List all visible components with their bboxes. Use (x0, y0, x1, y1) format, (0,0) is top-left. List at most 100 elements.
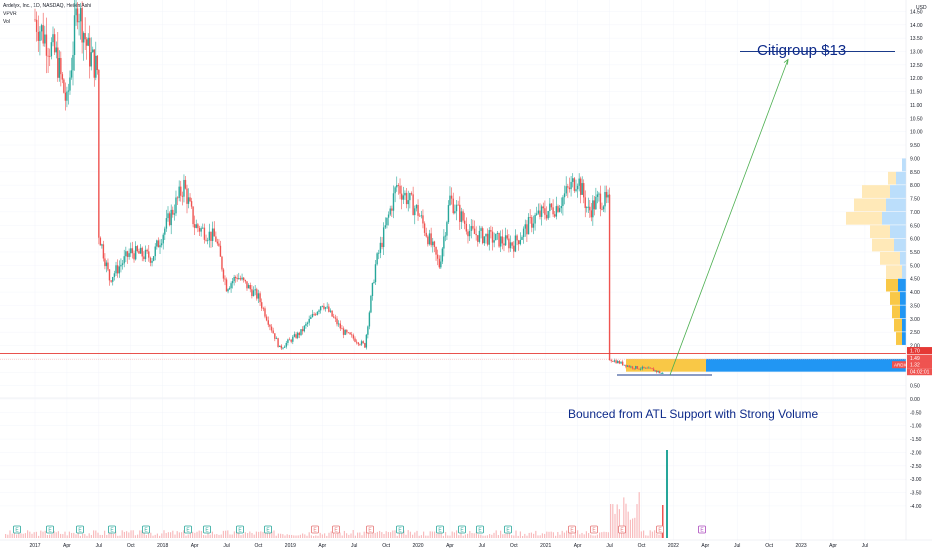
candle-body (562, 197, 564, 207)
volume-bar (368, 531, 370, 538)
candle-body (76, 8, 79, 23)
candle-body (460, 211, 463, 222)
candle-body (433, 241, 436, 247)
candle-body (176, 197, 179, 199)
volume-bar (546, 531, 548, 538)
y-tick-label: 4.50 (910, 277, 920, 283)
y-tick-label: -4.00 (910, 504, 922, 510)
price-candles (34, 0, 664, 374)
grid (0, 0, 906, 540)
support-annotation[interactable]: Bounced from ATL Support with Strong Vol… (568, 407, 818, 421)
volume-bar (352, 530, 354, 538)
volume-bar (75, 534, 77, 538)
candle-body (592, 200, 594, 218)
volume-bar (607, 532, 609, 538)
volume-bar (482, 535, 484, 538)
candle-body (238, 278, 240, 280)
candle-body (279, 345, 281, 347)
indicator-volume-label[interactable]: Vol (3, 19, 10, 25)
candle-body (85, 39, 88, 46)
volume-bar (321, 534, 323, 538)
x-tick-label: Jul (479, 543, 485, 549)
candle-body (386, 217, 388, 226)
candle-body (447, 205, 450, 223)
volume-bar (280, 533, 282, 538)
earnings-event-marker (76, 525, 84, 534)
vp-bar-up (706, 358, 906, 372)
candle-body (184, 179, 187, 189)
volume-bar (185, 535, 187, 538)
vp-bar-down (896, 332, 902, 345)
candle-body (491, 231, 494, 243)
candle-body (384, 225, 387, 228)
candle-body (584, 197, 586, 209)
symbol-badge (892, 361, 906, 369)
candle-body (95, 55, 97, 78)
candle-body (239, 278, 242, 280)
volume-bar (416, 530, 418, 538)
candle-body (463, 220, 466, 224)
candle-body (579, 178, 582, 195)
x-tick-label: Oct (510, 543, 518, 549)
candle-body (139, 247, 142, 254)
candle-body (108, 269, 111, 281)
vp-bar-down (880, 251, 900, 265)
earnings-event-label: E (570, 528, 574, 534)
candle-body (404, 192, 406, 196)
candle-body (193, 224, 196, 228)
candle-body (69, 77, 71, 91)
y-tick-label: 9.00 (910, 156, 920, 162)
target-annotation[interactable]: Citigroup $13 (757, 42, 846, 59)
price-badge-value: 1.70 (910, 348, 920, 354)
candle-body (211, 228, 214, 241)
volume-bar (524, 533, 526, 538)
y-tick-label: 3.00 (910, 317, 920, 323)
candle-body (231, 281, 234, 284)
y-tick-label: 11.00 (910, 103, 922, 109)
candle-body (256, 289, 258, 299)
indicator-vpvr-label[interactable]: VPVR (3, 11, 17, 17)
volume-bar (557, 532, 559, 538)
volume-bar (53, 530, 55, 538)
candle-body (662, 373, 664, 374)
candle-body (620, 361, 622, 364)
y-tick-label: 7.00 (910, 210, 920, 216)
volume-bar (40, 530, 42, 538)
symbol-header[interactable]: Ardelyx, Inc., 1D, NASDAQ, Heikin Ashi (3, 3, 92, 9)
candle-body (89, 37, 91, 67)
volume-bar (544, 533, 546, 538)
candle-body (287, 339, 289, 343)
volume-bar (581, 532, 583, 538)
candle-body (371, 283, 374, 297)
vp-bar-down (870, 225, 890, 239)
volume-bar (484, 535, 486, 538)
volume-bar (7, 534, 9, 538)
candle-body (42, 25, 44, 44)
earnings-event-marker (108, 525, 116, 534)
volume-bar (409, 531, 411, 538)
volume-bar (379, 530, 381, 538)
candle-body (205, 239, 207, 241)
volume-bar (660, 530, 662, 538)
candle-body (290, 339, 292, 342)
earnings-event-marker (504, 525, 512, 534)
candle-body (79, 8, 82, 22)
x-tick-label: Jul (606, 543, 612, 549)
candle-body (342, 328, 345, 335)
candle-body (360, 341, 363, 345)
candle-body (364, 343, 366, 348)
earnings-event-marker (568, 525, 576, 534)
candle-body (595, 196, 597, 210)
candle-body (319, 306, 322, 311)
candle-body (400, 193, 403, 200)
volume-bar (101, 534, 103, 538)
earnings-event-label: E (334, 528, 338, 534)
volume-bar (260, 531, 262, 538)
volume-bar (178, 532, 180, 538)
candle-body (593, 200, 596, 210)
candle-body (354, 338, 356, 342)
candle-body (64, 92, 67, 101)
volume-bar (398, 532, 400, 538)
candle-body (120, 264, 122, 267)
